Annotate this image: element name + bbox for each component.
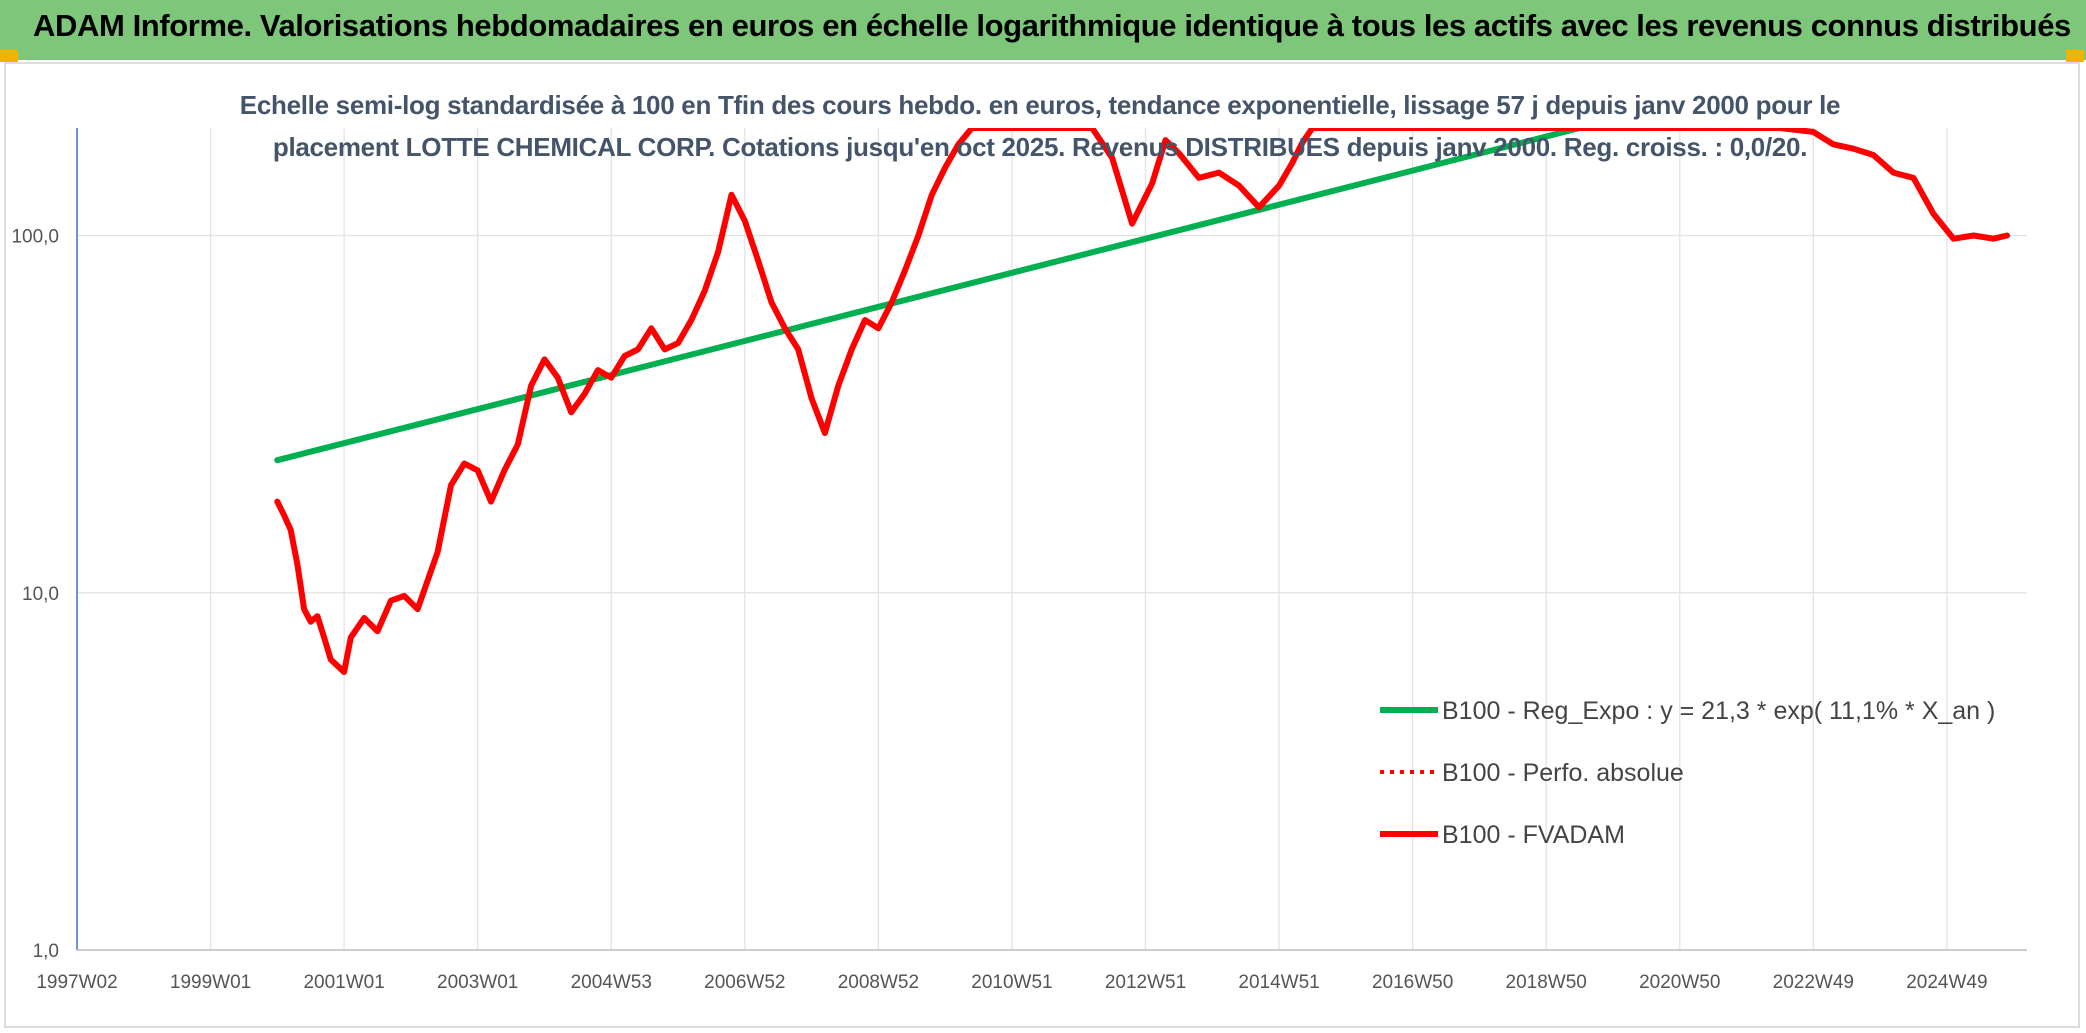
x-tick-label: 2014W51: [1238, 972, 1319, 993]
x-tick-label: 2022W49: [1773, 972, 1854, 993]
x-tick-label: 2018W50: [1506, 972, 1587, 993]
series-line-reg-expo: [274, 128, 1583, 464]
chart-frame: [4, 62, 2080, 1028]
x-tick-label: 2008W52: [838, 972, 919, 993]
x-tick-label: 2003W01: [437, 972, 518, 993]
legend-label: B100 - Perfo. absolue: [1442, 759, 1684, 787]
series-line-fvadam: [274, 128, 2010, 675]
y-tick-label: 100,0: [11, 227, 59, 248]
chart-title-line-1: Echelle semi-log standardisée à 100 en T…: [239, 90, 1841, 120]
report-banner: ADAM Informe. Valorisations hebdomadaire…: [0, 0, 2086, 60]
x-tick-label: 2006W52: [704, 972, 785, 993]
corner-marker-left: [0, 50, 18, 62]
x-tick-label: 2010W51: [971, 972, 1052, 993]
corner-marker-right: [2066, 50, 2084, 62]
chart-title-line-2: placement LOTTE CHEMICAL CORP. Cotations…: [272, 132, 1808, 162]
x-tick-label: 2016W50: [1372, 972, 1453, 993]
x-tick-label: 2012W51: [1105, 972, 1186, 993]
x-tick-label: 1999W01: [170, 972, 251, 993]
x-tick-label: 2024W49: [1906, 972, 1987, 993]
report-title: ADAM Informe. Valorisations hebdomadaire…: [33, 8, 2071, 43]
x-tick-label: 2001W01: [303, 972, 384, 993]
y-tick-label: 1,0: [33, 941, 59, 962]
legend-label: B100 - Reg_Expo : y = 21,3 * exp( 11,1% …: [1442, 697, 1995, 725]
legend-label: B100 - FVADAM: [1442, 821, 1625, 849]
x-tick-label: 1997W02: [36, 972, 117, 993]
y-tick-label: 10,0: [22, 584, 59, 605]
x-tick-label: 2004W53: [571, 972, 652, 993]
x-tick-label: 2020W50: [1639, 972, 1720, 993]
